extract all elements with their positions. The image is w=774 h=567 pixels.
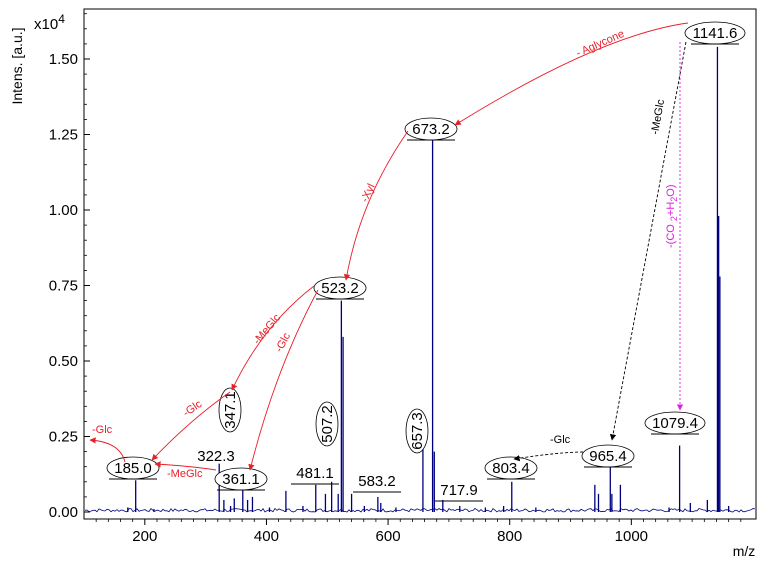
- arrow-megl-1141: [609, 41, 687, 441]
- peak-label-text: 185.0: [114, 460, 152, 477]
- label-aglycone: - Aglycone: [574, 28, 626, 60]
- x-tick-label: 400: [254, 528, 279, 545]
- peak-label-oval: [315, 401, 339, 447]
- arrow-glc-523: [248, 289, 319, 471]
- x-tick-label: 1000: [615, 528, 648, 545]
- arrow-glc-965: [513, 451, 584, 462]
- arrow-glc-185: [89, 437, 126, 463]
- peak-label-965.4: 965.4: [581, 444, 635, 468]
- arrow-aglycone: [454, 22, 689, 126]
- peak-label-text: 657.3: [409, 412, 426, 450]
- peak-label-1079.4: 1079.4: [644, 411, 706, 435]
- peak-label-text: 803.4: [492, 460, 530, 477]
- peak-label-717.9: 717.9: [435, 482, 483, 502]
- axis-ticks: 0.00 0.25 0.50 0.75 1.00 1.25 1.50 200 400 600 800…: [49, 13, 742, 545]
- arrow-glc-347: [151, 391, 231, 461]
- y-tick-label: 0.25: [49, 429, 78, 446]
- peak-label-507.2: 507.2: [315, 401, 339, 447]
- peak-label-523.2: 523.2: [313, 276, 367, 300]
- x-tick-label: 600: [376, 528, 401, 545]
- y-multiplier: x104: [34, 12, 65, 33]
- peak-label-803.4: 803.4: [484, 456, 538, 480]
- peak-labels: 185.0 322.3 347.1 361.1 481.1 507.2 523.2 583.2…: [106, 21, 746, 502]
- peak-label-text: 523.2: [321, 280, 359, 297]
- baseline-noise: [84, 507, 756, 513]
- y-tick-label: 0.75: [49, 278, 78, 295]
- peak-label-583.2: 583.2: [353, 473, 401, 493]
- label-xyl: -Xyl: [359, 182, 378, 204]
- peak-label-text: 717.9: [440, 482, 478, 499]
- y-tick-label: 0.50: [49, 353, 78, 370]
- label-megl-1141: -MeGlc: [649, 98, 667, 135]
- peak-label-text: 361.1: [222, 471, 260, 488]
- arrow-megl-361: [154, 461, 217, 471]
- peak-label-text: 347.1: [222, 391, 239, 429]
- peak-label-oval: [218, 387, 242, 433]
- y-axis-title: Intens. [a.u.]: [9, 27, 25, 104]
- peak-label-657.3: 657.3: [405, 408, 429, 454]
- label-glc-523: -Glc: [273, 331, 293, 355]
- peak-label-oval: [405, 408, 429, 454]
- y-tick-label: 1.25: [49, 127, 78, 144]
- arrow-megl-523: [231, 285, 315, 391]
- peak-label-text: 322.3: [197, 448, 235, 465]
- y-tick-label: 1.50: [49, 51, 78, 68]
- peak-label-text: 481.1: [296, 465, 334, 482]
- label-glc-965: -Glc: [550, 434, 571, 446]
- y-tick-label: 1.00: [49, 202, 78, 219]
- x-tick-label: 800: [497, 528, 522, 545]
- x-axis-title: m/z: [733, 543, 756, 559]
- peak-label-text: 507.2: [319, 405, 336, 443]
- peak-label-481.1: 481.1: [291, 465, 339, 485]
- peak-label-text: 673.2: [412, 121, 450, 138]
- label-co2-h2o: -(CO 2+H2O): [665, 184, 679, 248]
- arrow-xyl: [343, 130, 409, 281]
- label-glc-347: -Glc: [181, 398, 205, 420]
- spectrum-trace: [84, 46, 756, 513]
- peak-label-text: 583.2: [358, 473, 396, 490]
- peak-label-673.2: 673.2: [404, 117, 458, 141]
- label-megl-361: -MeGlc: [167, 468, 203, 480]
- peak-label-1141.6: 1141.6: [684, 21, 746, 45]
- y-tick-label: 0.00: [49, 504, 78, 521]
- peak-label-185.0: 185.0: [106, 456, 160, 480]
- peak-label-text: 1141.6: [693, 25, 738, 42]
- label-glc-185: -Glc: [92, 424, 113, 436]
- peak-label-text: 965.4: [589, 448, 627, 465]
- peak-label-text: 1079.4: [652, 415, 698, 432]
- x-tick-label: 200: [132, 528, 157, 545]
- peak-label-322.3: 322.3: [197, 448, 235, 465]
- fragmentation-arrows: [89, 22, 689, 471]
- plot-frame: [83, 8, 757, 520]
- peak-label-347.1: 347.1: [218, 387, 242, 433]
- peak-label-361.1: 361.1: [214, 467, 268, 491]
